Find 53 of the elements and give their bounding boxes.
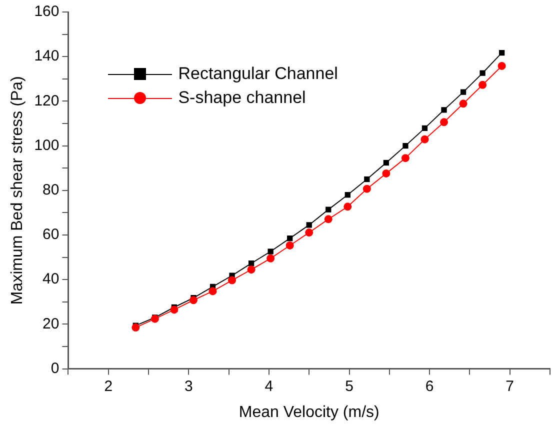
point bbox=[420, 135, 429, 144]
point bbox=[362, 184, 371, 193]
legend-label: Rectangular Channel bbox=[178, 64, 338, 84]
point bbox=[286, 241, 294, 250]
point bbox=[208, 287, 217, 296]
point bbox=[248, 260, 254, 266]
y-tick-label: 160 bbox=[34, 3, 60, 20]
point bbox=[228, 276, 236, 284]
point bbox=[498, 50, 505, 56]
point bbox=[268, 248, 274, 254]
point bbox=[402, 142, 408, 149]
point bbox=[324, 215, 332, 224]
point bbox=[266, 254, 275, 262]
y-tick-label: 100 bbox=[34, 136, 60, 154]
y-tick-label: 60 bbox=[42, 226, 60, 244]
y-tick-label: 40 bbox=[42, 270, 60, 288]
x-axis-title: Mean Velocity (m/s) bbox=[238, 404, 380, 421]
y-tick-label: 20 bbox=[42, 315, 60, 332]
y-tick-label: 140 bbox=[34, 48, 60, 65]
point bbox=[440, 118, 448, 126]
legend-label: S-shape channel bbox=[178, 88, 306, 108]
point bbox=[441, 107, 447, 113]
point bbox=[364, 176, 370, 182]
point bbox=[478, 80, 487, 89]
point bbox=[460, 89, 466, 95]
point bbox=[344, 192, 350, 198]
y-tick-label: 0 bbox=[50, 360, 60, 377]
point bbox=[383, 160, 390, 166]
point bbox=[189, 296, 198, 304]
x-tick-label: 6 bbox=[425, 378, 434, 395]
x-tick-label: 4 bbox=[264, 378, 274, 395]
point bbox=[344, 202, 352, 211]
point bbox=[247, 266, 256, 274]
point bbox=[498, 62, 506, 70]
point bbox=[306, 222, 312, 228]
point bbox=[422, 125, 428, 132]
x-tick-label: 2 bbox=[104, 378, 113, 395]
point bbox=[132, 324, 140, 332]
point bbox=[459, 100, 468, 108]
y-tick-label: 80 bbox=[42, 182, 60, 199]
point bbox=[480, 70, 486, 76]
x-tick-label: 5 bbox=[345, 378, 354, 395]
point bbox=[382, 169, 390, 178]
point bbox=[287, 236, 293, 242]
point bbox=[170, 306, 178, 314]
point bbox=[326, 206, 332, 212]
x-tick-label: 3 bbox=[184, 378, 193, 395]
y-tick-label: 120 bbox=[34, 92, 60, 110]
point bbox=[150, 314, 159, 323]
x-tick-label: 7 bbox=[506, 378, 514, 395]
point bbox=[305, 228, 314, 237]
y-axis-title: Maximum Bed shear stress (Pa) bbox=[9, 76, 26, 305]
point bbox=[401, 154, 410, 162]
